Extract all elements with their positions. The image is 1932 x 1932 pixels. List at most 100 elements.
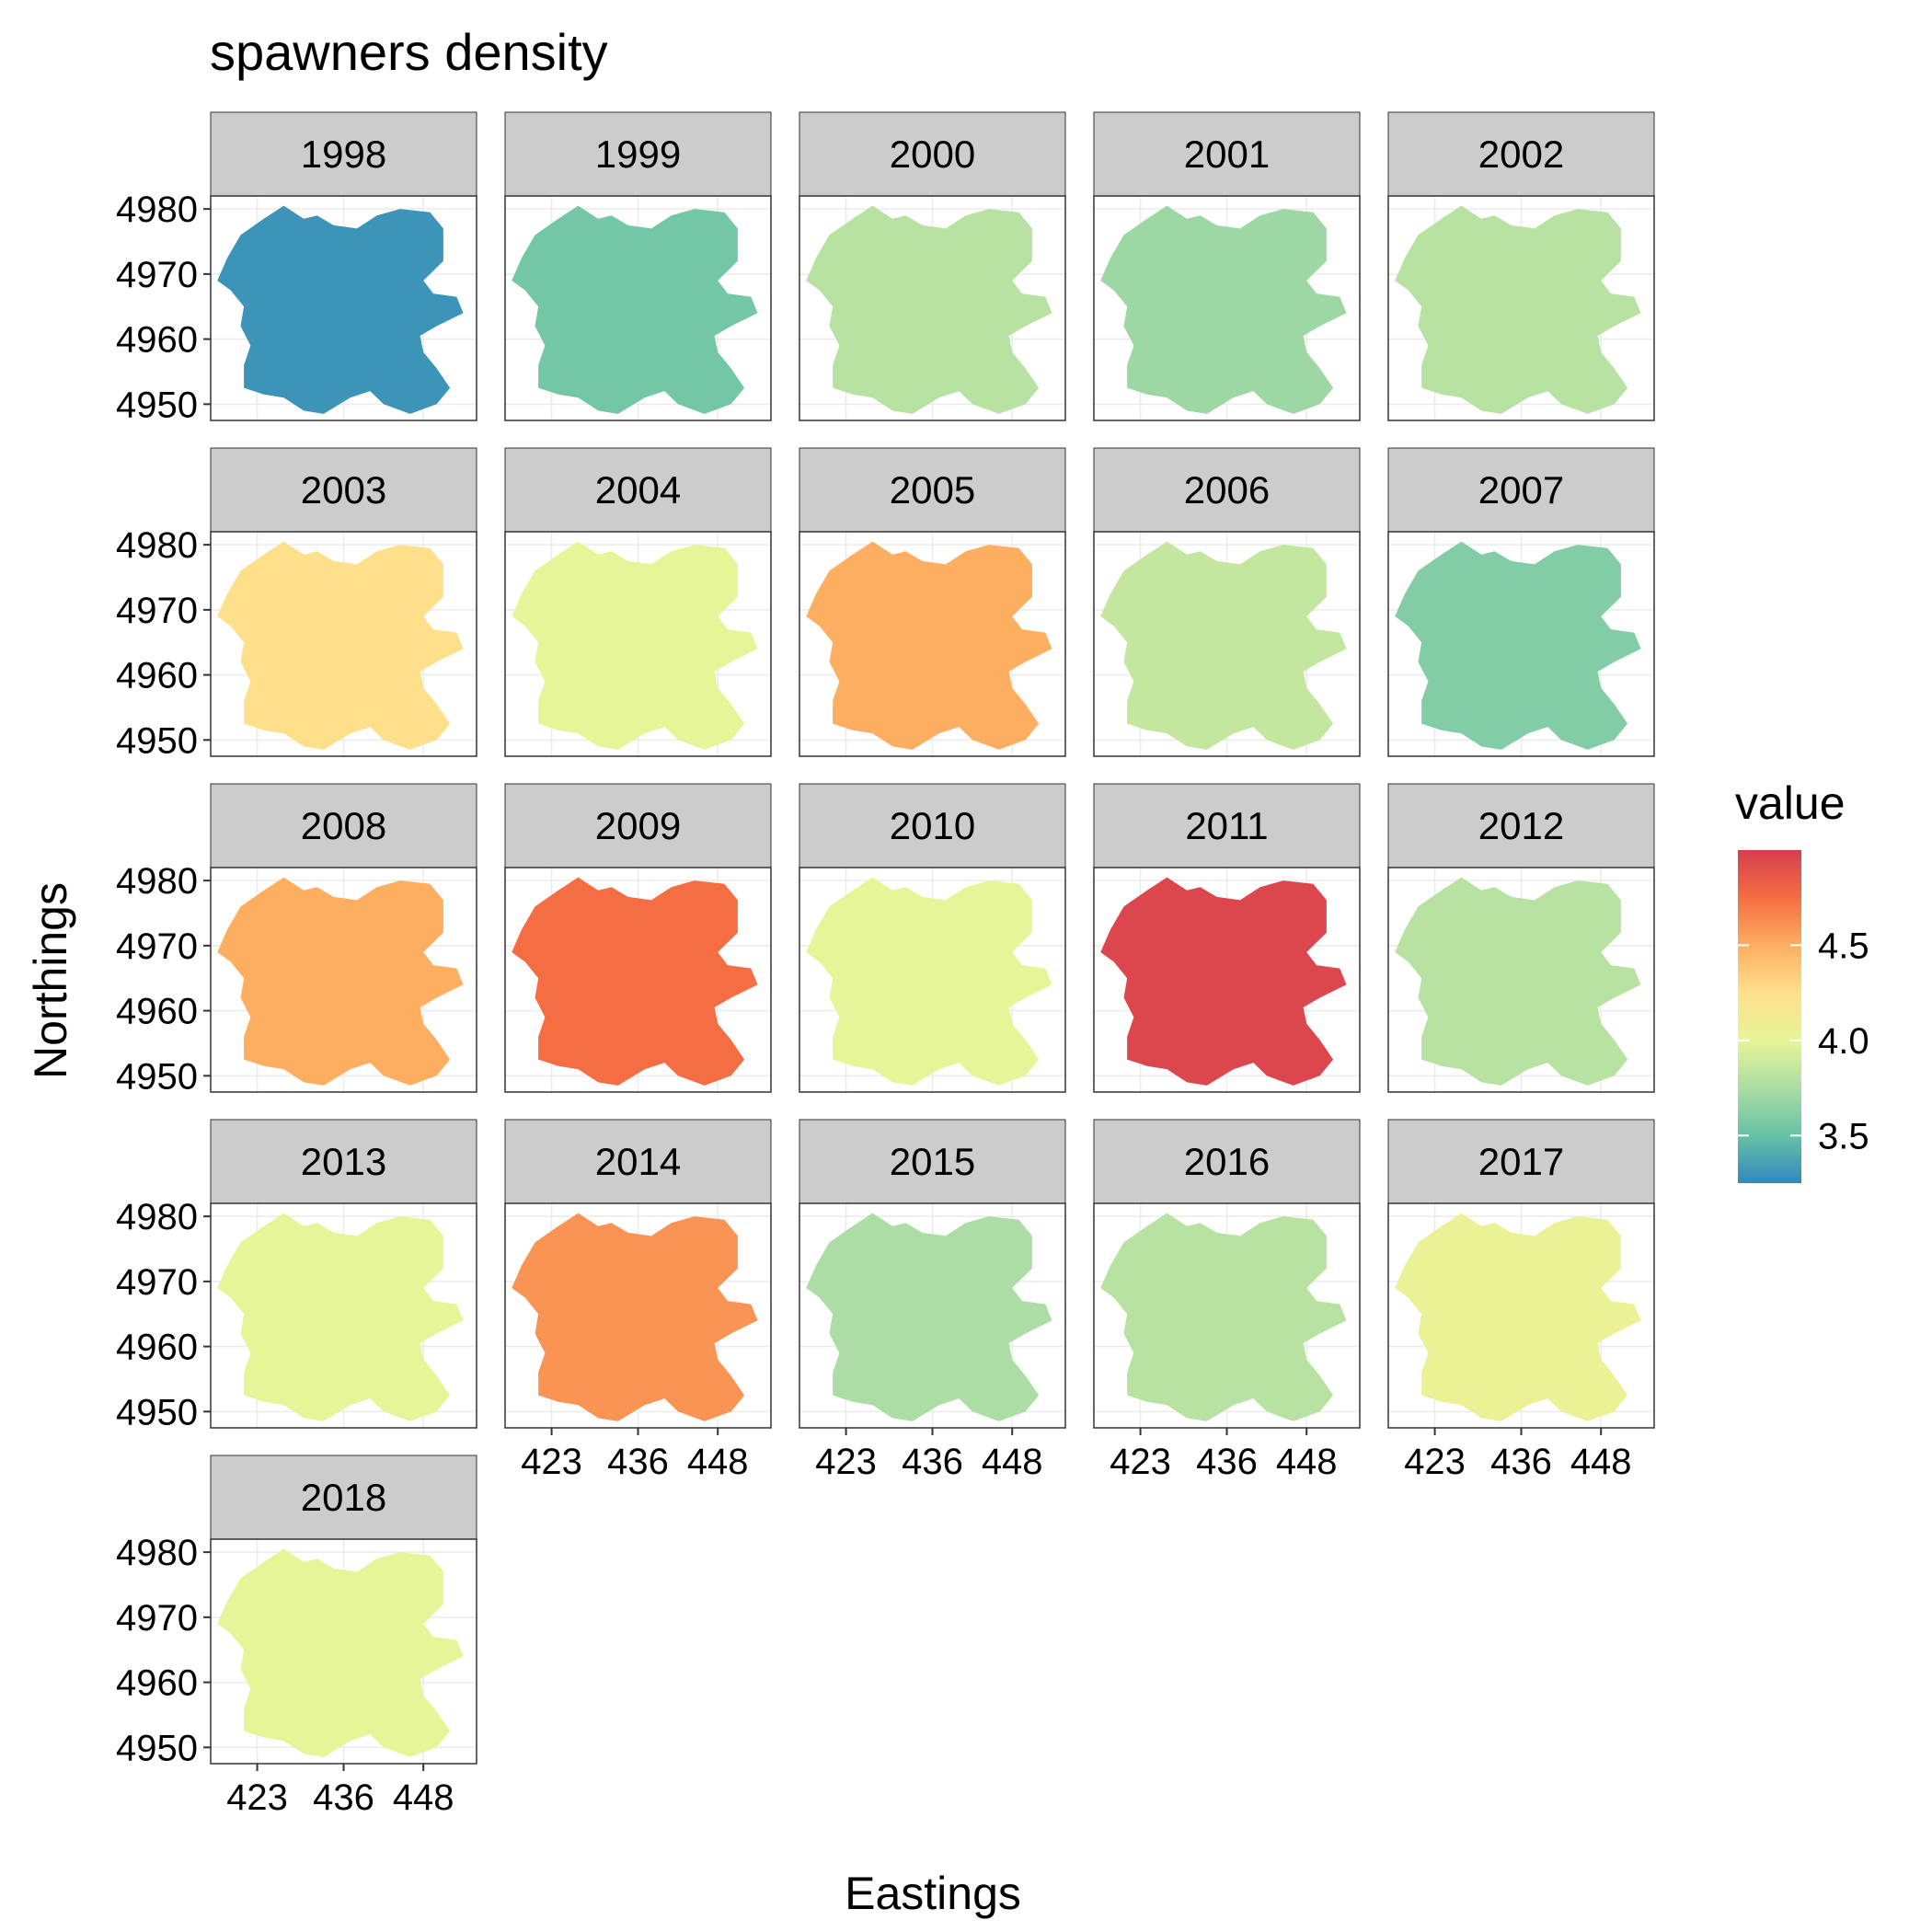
y-tick-label: 4970 (116, 926, 198, 967)
y-tick-label: 4970 (116, 255, 198, 295)
facet-strip (504, 783, 772, 868)
facet-strip-label: 2001 (1184, 132, 1270, 176)
density-region-2016 (1100, 1213, 1347, 1421)
panel-border (504, 867, 772, 1093)
facet-strip-label: 2008 (301, 804, 386, 847)
panel-border (1093, 195, 1361, 421)
density-region-2008 (217, 877, 464, 1086)
panel-border (210, 1202, 477, 1429)
panel-border (799, 195, 1066, 421)
facet-strip (210, 447, 477, 533)
facet-panel-2017: 2017 423 436 448 (1387, 1119, 1655, 1482)
panel-border (210, 531, 477, 757)
x-tick-label: 423 (1110, 1442, 1171, 1482)
facet-panel-2012: 2012 (1387, 783, 1655, 1093)
density-region-2001 (1100, 205, 1347, 414)
facet-strip (1387, 111, 1655, 197)
y-axis-title: Northings (25, 882, 76, 1079)
legend-tick-label: 4.0 (1818, 1021, 1869, 1062)
facet-strip (1387, 1119, 1655, 1204)
legend-tick-label: 4.5 (1818, 926, 1869, 966)
density-region-2000 (806, 205, 1052, 414)
legend-title: value (1735, 777, 1846, 829)
x-axis-title: Eastings (845, 1868, 1021, 1919)
facet-panel-2016: 2016 423 436 448 (1093, 1119, 1361, 1482)
density-region-2012 (1395, 877, 1641, 1086)
panel-border (1093, 867, 1361, 1093)
density-region-2003 (217, 541, 464, 750)
facet-strip-label: 2016 (1184, 1140, 1270, 1183)
facet-strip (504, 447, 772, 533)
facet-panel-2010: 2010 (799, 783, 1066, 1093)
facet-strip-label: 1999 (595, 132, 681, 176)
y-tick-label: 4980 (116, 1197, 198, 1237)
facet-strip (1093, 1119, 1361, 1204)
facet-strip-label: 2014 (595, 1140, 681, 1183)
legend: value 3.5 4.0 4.5 (1735, 777, 1869, 1183)
facet-strip-label: 2006 (1184, 468, 1270, 512)
x-tick-label: 436 (313, 1777, 374, 1818)
facet-panel-2005: 2005 (799, 447, 1066, 757)
density-region-2013 (217, 1213, 464, 1421)
facet-panel-2001: 2001 (1093, 111, 1361, 421)
x-tick-label: 448 (982, 1442, 1043, 1482)
facet-panel-1998: 1998 4950 4960 4970 4980 (116, 111, 477, 425)
facet-panel-2006: 2006 (1093, 447, 1361, 757)
facet-panel-2018: 2018 4950 4960 4970 4980 423 436 448 (116, 1455, 477, 1818)
density-region-2002 (1395, 205, 1641, 414)
panel-border (210, 195, 477, 421)
y-tick-label: 4960 (116, 656, 198, 696)
y-tick-label: 4950 (116, 1728, 198, 1768)
density-region-1999 (512, 205, 758, 414)
facet-strip-label: 2003 (301, 468, 386, 512)
facet-panel-2009: 2009 (504, 783, 772, 1093)
facet-strip (210, 1455, 477, 1540)
y-tick-label: 4970 (116, 591, 198, 631)
density-region-2004 (512, 541, 758, 750)
y-tick-label: 4980 (116, 525, 198, 566)
density-region-2009 (512, 877, 758, 1086)
y-tick-label: 4960 (116, 992, 198, 1032)
density-region-1998 (217, 205, 464, 414)
facet-strip-label: 2011 (1185, 804, 1268, 847)
y-tick-label: 4950 (116, 385, 198, 425)
facet-strip-label: 2012 (1478, 804, 1564, 847)
x-tick-label: 423 (226, 1777, 288, 1818)
facet-panel-2013: 2013 4950 4960 4970 4980 (116, 1119, 477, 1432)
facet-strip-label: 2018 (301, 1476, 386, 1519)
density-region-2007 (1395, 541, 1641, 750)
facet-strip (504, 1119, 772, 1204)
y-tick-label: 4950 (116, 720, 198, 761)
y-tick-label: 4960 (116, 1663, 198, 1704)
legend-ticks: 3.5 4.0 4.5 (1738, 926, 1869, 1156)
chart-title: spawners density (210, 23, 608, 81)
density-region-2018 (217, 1548, 464, 1757)
facet-panel-2011: 2011 (1093, 783, 1361, 1093)
x-tick-label: 436 (607, 1442, 669, 1482)
density-region-2011 (1100, 877, 1347, 1086)
legend-colorbar (1738, 850, 1801, 1183)
facet-panels: 1998 4950 4960 4970 4980 1999 2000 2001 2002 2003… (116, 111, 1655, 1818)
facet-strip-label: 2007 (1478, 468, 1564, 512)
y-tick-label: 4970 (116, 1598, 198, 1639)
facet-strip-label: 2000 (890, 132, 975, 176)
facet-strip (1093, 783, 1361, 868)
facet-strip (799, 1119, 1066, 1204)
x-tick-label: 436 (1490, 1442, 1552, 1482)
facet-panel-2008: 2008 4950 4960 4970 4980 (116, 783, 477, 1097)
facet-strip (1093, 111, 1361, 197)
y-tick-label: 4980 (116, 861, 198, 902)
facet-panel-2014: 2014 423 436 448 (504, 1119, 772, 1482)
facet-panel-2003: 2003 4950 4960 4970 4980 (116, 447, 477, 761)
density-region-2017 (1395, 1213, 1641, 1421)
facet-panel-1999: 1999 (504, 111, 772, 421)
facet-panel-2015: 2015 423 436 448 (799, 1119, 1066, 1482)
facet-panel-2000: 2000 (799, 111, 1066, 421)
facet-strip-label: 2010 (890, 804, 975, 847)
facet-strip-label: 2017 (1478, 1140, 1564, 1183)
x-tick-label: 423 (521, 1442, 582, 1482)
facet-strip (210, 111, 477, 197)
facet-strip (799, 783, 1066, 868)
y-tick-label: 4950 (116, 1392, 198, 1432)
density-region-2015 (806, 1213, 1052, 1421)
